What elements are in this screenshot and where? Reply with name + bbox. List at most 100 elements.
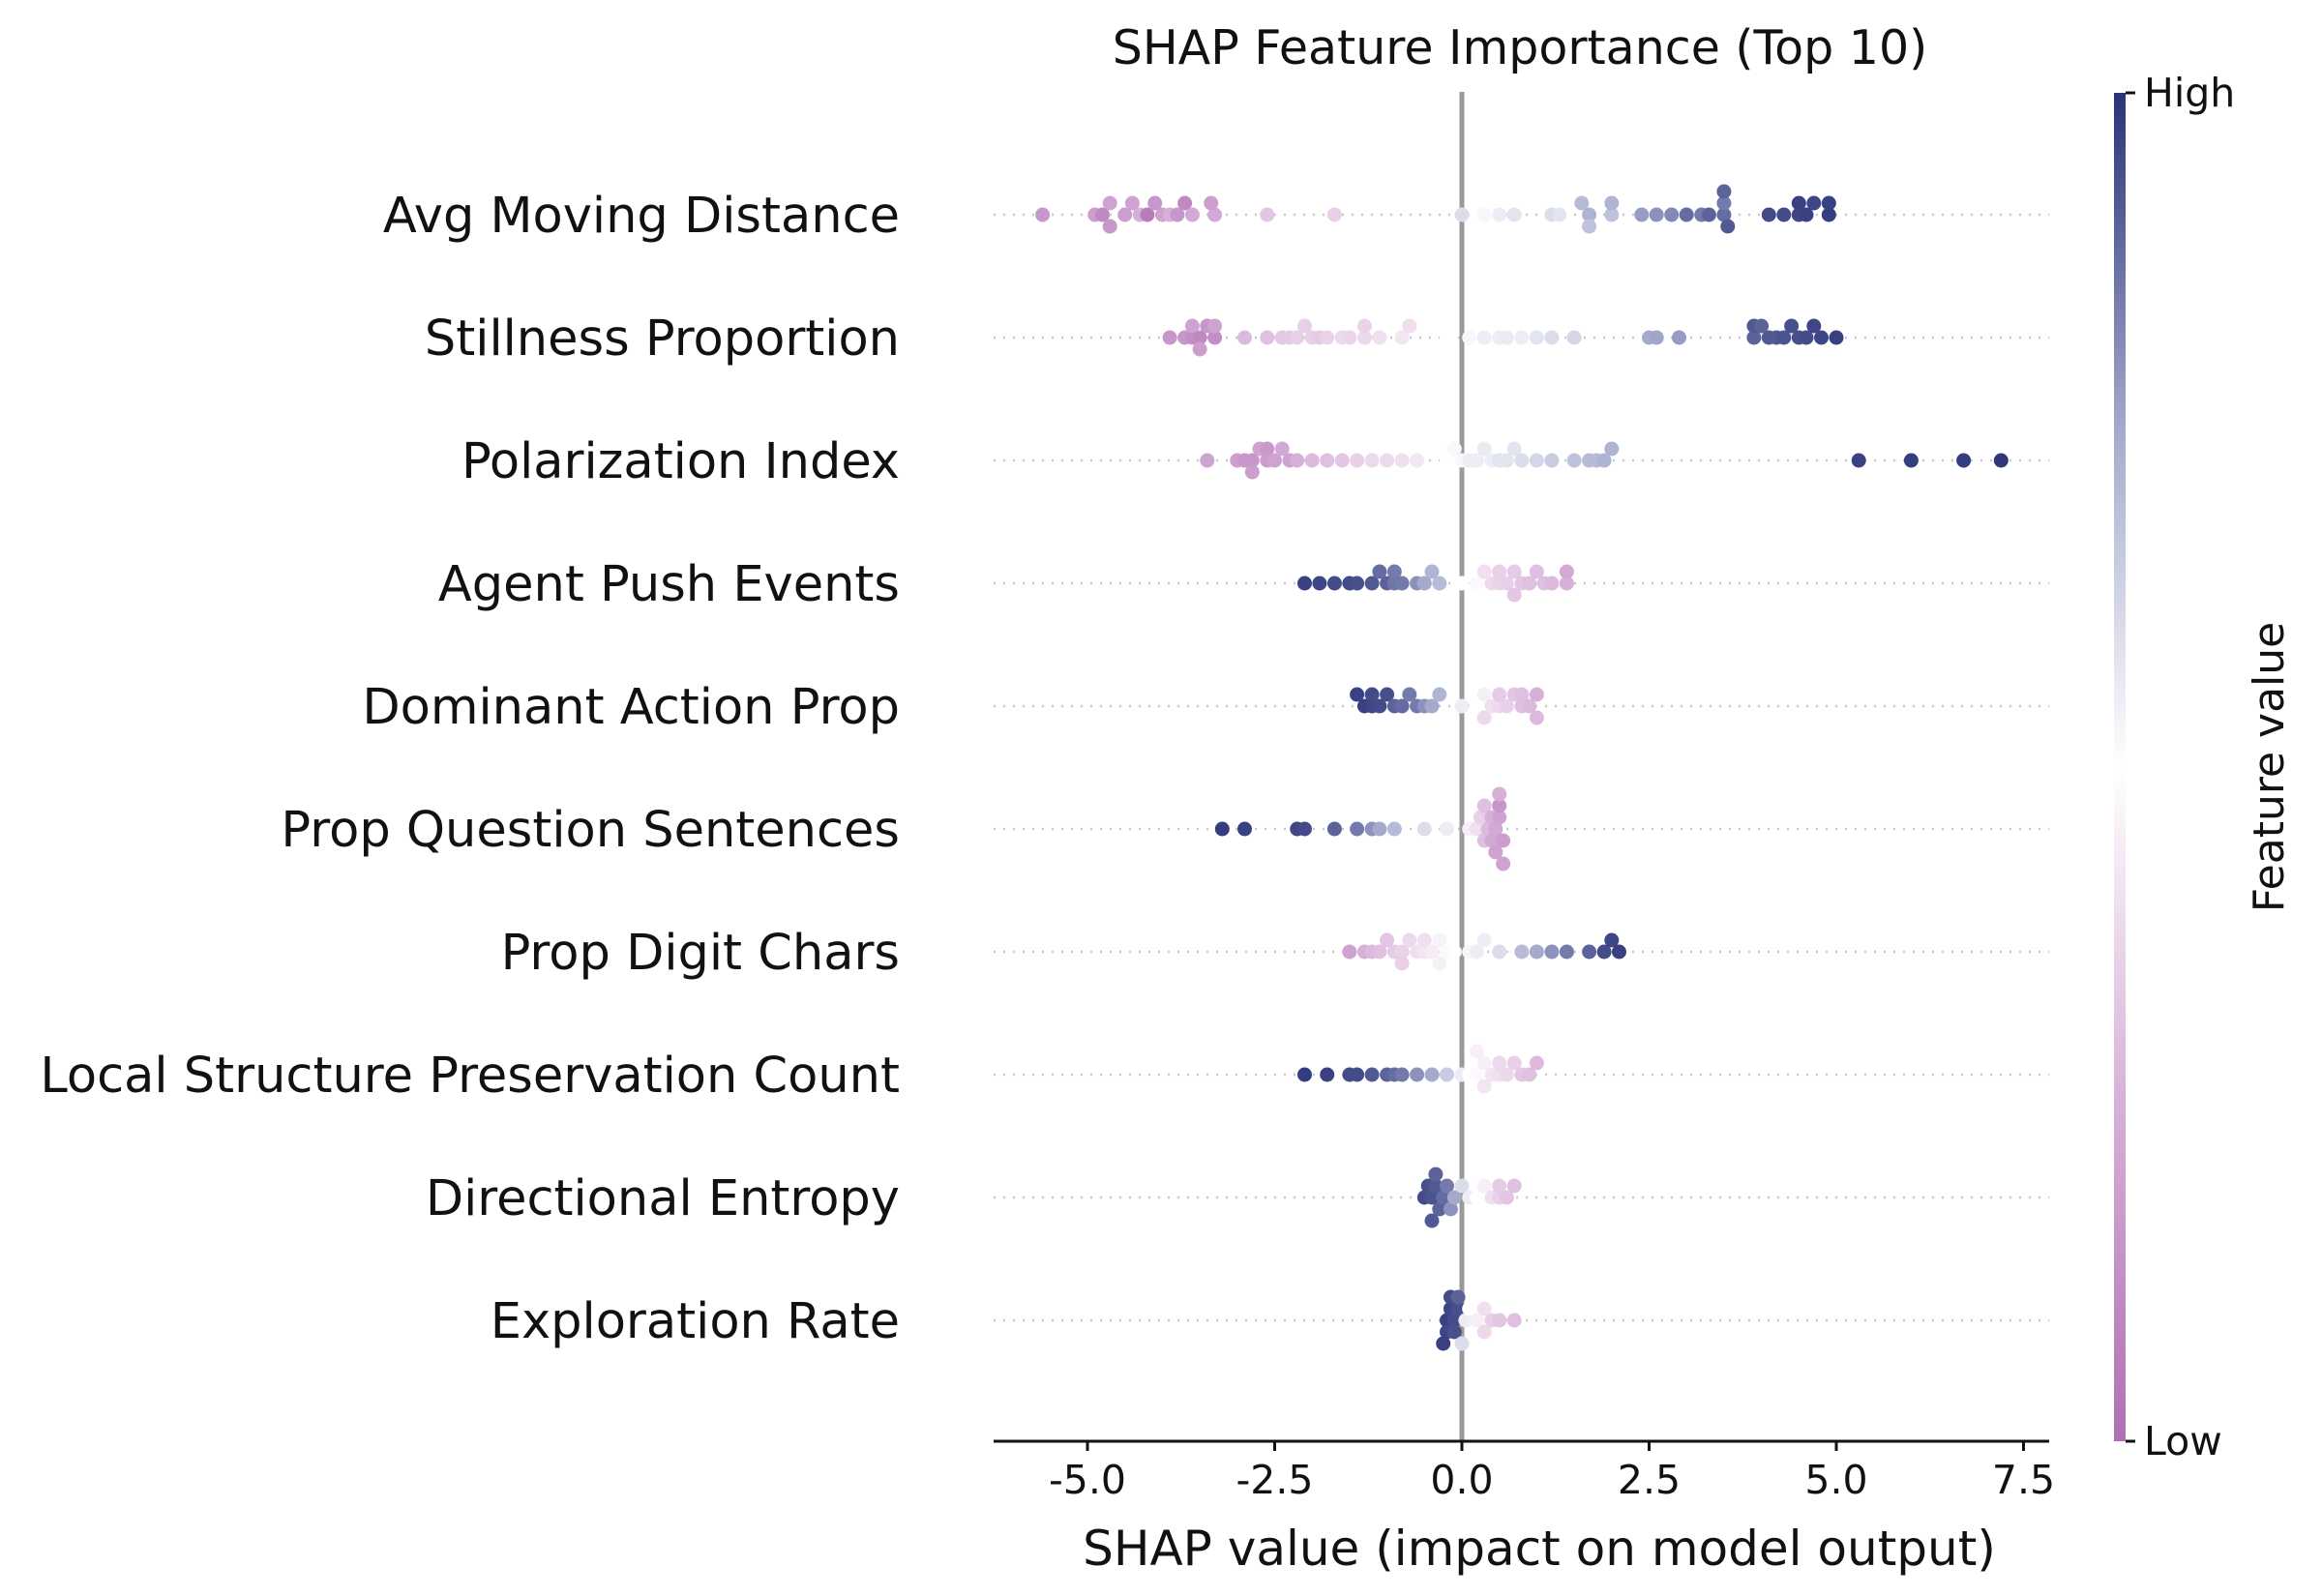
shap-point (1476, 441, 1492, 457)
shap-point (1320, 330, 1335, 345)
shap-point (1350, 1067, 1365, 1082)
shap-point (1720, 219, 1736, 234)
shap-point (1582, 944, 1597, 960)
shap-point (1821, 195, 1836, 211)
shap-point (1402, 318, 1417, 334)
shap-point (1326, 207, 1342, 222)
feature-label: Polarization Index (461, 433, 900, 490)
row-guides (994, 213, 2049, 1322)
shap-point (1102, 195, 1117, 211)
x-tick-label: -2.5 (1236, 1457, 1314, 1503)
shap-point (1416, 932, 1432, 948)
shap-point (1529, 944, 1544, 960)
shap-point (1566, 330, 1582, 345)
x-tick-label: -5.0 (1049, 1457, 1126, 1503)
shap-point (1582, 219, 1597, 234)
feature-label: Prop Question Sentences (281, 802, 900, 859)
shap-point (1380, 932, 1395, 948)
shap-point (1372, 330, 1387, 345)
shap-point (1806, 195, 1822, 211)
shap-point (1320, 1067, 1335, 1082)
shap-point (1506, 564, 1522, 579)
shap-point (1476, 1178, 1492, 1194)
shap-point (1522, 698, 1537, 714)
shap-point (1492, 1178, 1507, 1194)
shap-point (1604, 195, 1620, 211)
shap-point (1514, 453, 1530, 468)
shap-point (1394, 330, 1410, 345)
feature-label: Avg Moving Distance (383, 188, 900, 245)
shap-point (1529, 687, 1544, 702)
shap-point (1440, 1067, 1454, 1082)
shap-point (1450, 1301, 1466, 1316)
shap-point (1506, 207, 1522, 222)
shap-point (1454, 698, 1470, 714)
shap-point (1492, 810, 1507, 825)
shap-point (1410, 453, 1425, 468)
shap-point (1492, 786, 1507, 802)
colorbar-gradient (2114, 93, 2126, 1441)
shap-point (1095, 207, 1110, 222)
shap-point (1428, 1167, 1444, 1182)
shap-point (1544, 453, 1560, 468)
shap-point (1364, 1067, 1380, 1082)
shap-point (1470, 698, 1484, 714)
shap-point (1596, 453, 1612, 468)
shap-point (1488, 844, 1503, 860)
shap-point (1612, 944, 1626, 960)
shap-point (1356, 330, 1372, 345)
shap-point (1544, 944, 1560, 960)
shap-point (1124, 195, 1140, 211)
shap-point (1514, 944, 1530, 960)
shap-point (1754, 318, 1770, 334)
shap-point (1260, 207, 1275, 222)
shap-point (1476, 687, 1492, 702)
shap-point (1829, 330, 1844, 345)
shap-point (1492, 1055, 1507, 1071)
shap-point (1446, 1324, 1462, 1340)
points-layer (1035, 184, 2009, 1351)
shap-point (1424, 1190, 1440, 1205)
shap-point (1200, 453, 1215, 468)
shap-point (1499, 1190, 1514, 1205)
shap-point (1716, 207, 1732, 222)
shap-point (1394, 956, 1410, 971)
shap-point (1506, 1178, 1522, 1194)
shap-point (1184, 318, 1200, 334)
feature-label: Directional Entropy (426, 1170, 900, 1227)
shap-point (1364, 453, 1380, 468)
shap-point (1484, 833, 1500, 848)
shap-point (1604, 441, 1620, 457)
x-tick-label: 5.0 (1804, 1457, 1867, 1503)
shap-point (1147, 195, 1163, 211)
shap-point (1470, 1067, 1484, 1082)
feature-label: Agent Push Events (438, 556, 900, 613)
shap-point (1799, 207, 1814, 222)
shap-point (1499, 330, 1514, 345)
shap-point (1446, 1190, 1462, 1205)
shap-point (1450, 1289, 1466, 1305)
shap-point (1372, 821, 1387, 837)
shap-point (1514, 687, 1530, 702)
shap-point (1350, 576, 1365, 591)
x-tick-label: 0.0 (1430, 1457, 1493, 1503)
shap-point (1476, 330, 1492, 345)
shap-point (1386, 564, 1402, 579)
shap-point (1432, 956, 1447, 971)
shap-point (1506, 587, 1522, 603)
shap-point (1443, 1201, 1458, 1217)
shap-point (1326, 821, 1342, 837)
x-tick-label: 2.5 (1618, 1457, 1681, 1503)
shap-point (1499, 1067, 1514, 1082)
shap-point (1761, 207, 1776, 222)
shap-point (1476, 1324, 1492, 1340)
shap-point (1244, 453, 1260, 468)
shap-point (1274, 441, 1290, 457)
shap-point (1458, 1313, 1474, 1328)
shap-point (1267, 453, 1282, 468)
shap-point (1364, 687, 1380, 702)
shap-point (1559, 564, 1574, 579)
shap-point (1364, 576, 1380, 591)
shap-point (1529, 710, 1544, 725)
chart-title: SHAP Feature Importance (Top 10) (1113, 20, 1928, 75)
